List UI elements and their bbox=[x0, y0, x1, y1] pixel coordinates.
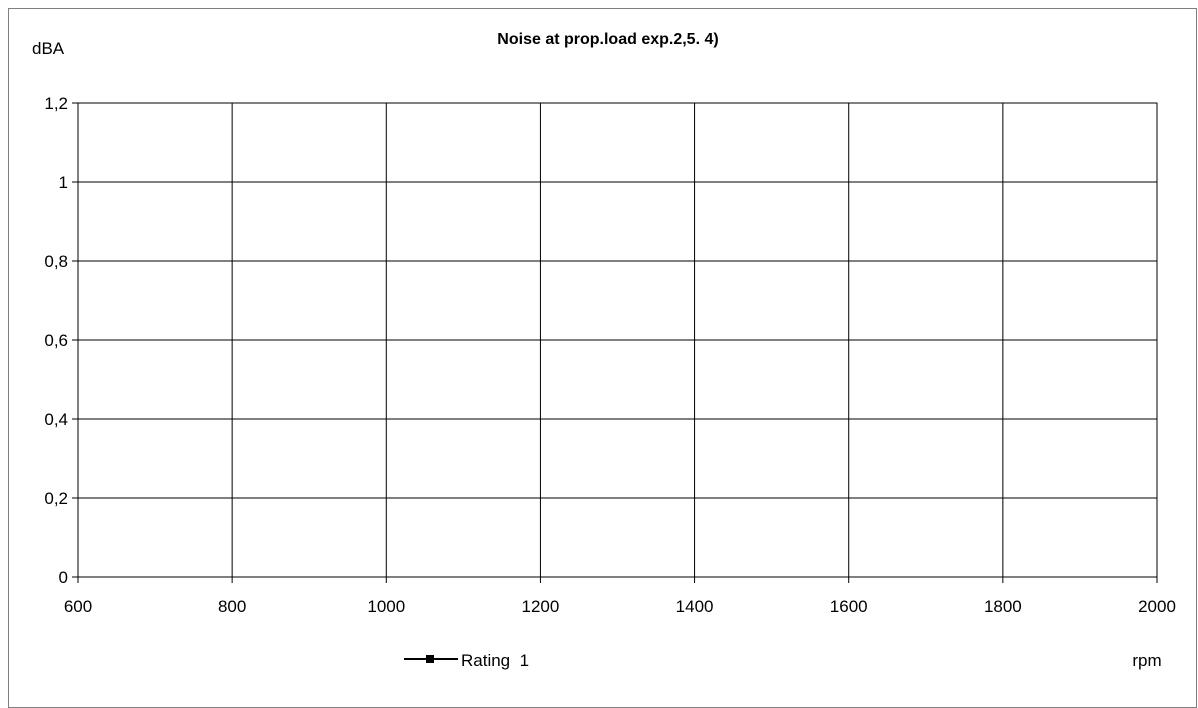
y-tick-label: 0,6 bbox=[44, 331, 68, 350]
chart-frame bbox=[8, 8, 1197, 708]
legend: Rating 1 bbox=[404, 651, 529, 670]
x-tick-label: 1600 bbox=[830, 597, 868, 616]
y-tick-label: 1,2 bbox=[44, 94, 68, 113]
y-axis-label: dBA bbox=[32, 39, 65, 58]
chart-title: Noise at prop.load exp.2,5. 4) bbox=[497, 31, 718, 48]
x-tick-label: 1200 bbox=[522, 597, 560, 616]
y-tick-label: 1 bbox=[59, 173, 68, 192]
x-tick-label: 1400 bbox=[676, 597, 714, 616]
axes: 0 0,2 0,4 0,6 0,8 1 1,2 600 800 1000 1200 1400 1600 1… bbox=[44, 94, 1176, 616]
y-tick-label: 0 bbox=[59, 568, 68, 587]
x-axis-label: rpm bbox=[1132, 651, 1161, 670]
x-tick-label: 1000 bbox=[367, 597, 405, 616]
x-tick-label: 600 bbox=[64, 597, 92, 616]
legend-marker-rating-1 bbox=[426, 655, 434, 663]
x-tick-label: 800 bbox=[218, 597, 246, 616]
x-tick-label: 2000 bbox=[1138, 597, 1176, 616]
grid bbox=[77, 102, 1158, 578]
y-tick-label: 0,8 bbox=[44, 252, 68, 271]
y-tick-label: 0,4 bbox=[44, 410, 68, 429]
legend-label-rating-1: Rating 1 bbox=[461, 651, 529, 670]
x-tick-label: 1800 bbox=[984, 597, 1022, 616]
chart: 0 0,2 0,4 0,6 0,8 1 1,2 600 800 1000 1200 1400 1600 1… bbox=[32, 31, 1176, 670]
y-tick-label: 0,2 bbox=[44, 489, 68, 508]
